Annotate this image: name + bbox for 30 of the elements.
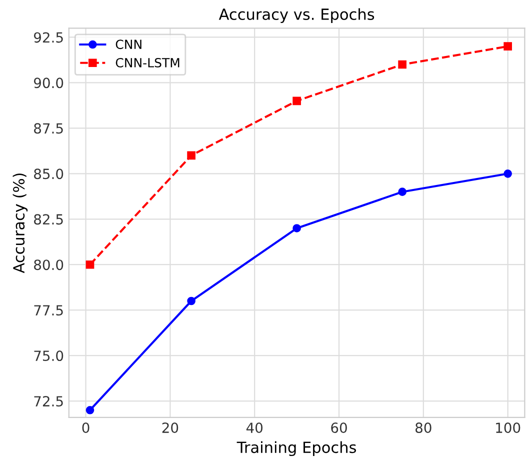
y-tick-label: 82.5 [34,214,63,225]
y-tick-label: 85.0 [34,168,64,180]
x-axis-title: Training Epochs [236,441,356,456]
point [398,188,406,196]
y-tick-label: 77.5 [34,305,63,316]
point [292,224,301,232]
y-tick-label: 72.5 [34,396,63,407]
point [187,296,196,306]
point [398,60,406,69]
y-tick-label: 87.5 [34,123,63,134]
point [504,42,512,50]
point [187,151,196,160]
x-tick-label: 20 [162,422,178,434]
x-tick-label: 0 [82,422,90,434]
y-tick-label: 92.5 [34,32,63,43]
y-tick-label: 90.0 [34,78,64,88]
legend-label: CNN-LSTM [116,58,180,68]
y-axis-title: Accuracy (%) [12,174,28,274]
x-tick-label: 40 [246,422,263,434]
x-tick-label: 100 [496,422,520,434]
y-tick-label: 80.0 [34,260,64,270]
y-tick-label: 75.0 [34,350,64,362]
x-tick-label: 80 [416,422,432,434]
point [86,260,94,269]
legend-label: CNN [116,40,142,50]
point [504,169,512,178]
chart-title: Accuracy vs. Epochs [218,8,374,23]
x-tick-label: 60 [331,422,347,434]
point [292,96,301,106]
point [86,406,94,414]
